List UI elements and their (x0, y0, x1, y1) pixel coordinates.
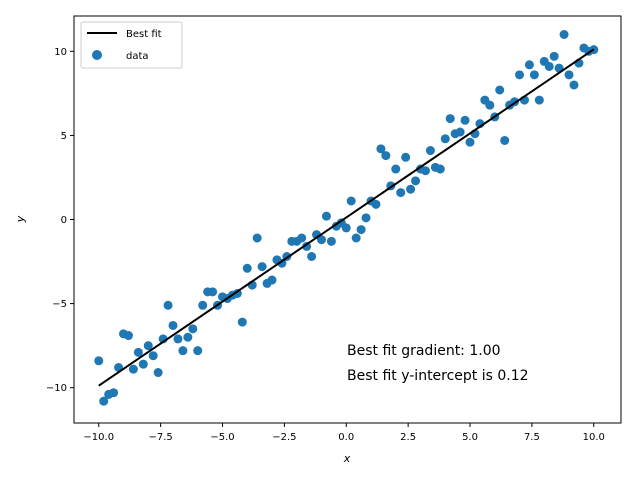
data-point (440, 134, 450, 144)
data-point (341, 223, 351, 233)
data-point (128, 364, 138, 374)
data-point (376, 144, 386, 154)
data-point (109, 388, 119, 398)
data-point (277, 258, 287, 268)
data-point (569, 80, 579, 90)
data-point (257, 262, 267, 272)
data-point (549, 51, 559, 61)
data-point (564, 70, 574, 80)
x-tick-label: 10.0 (583, 432, 605, 443)
data-point (148, 351, 158, 361)
data-point (401, 152, 411, 162)
data-point (237, 317, 247, 327)
data-point (163, 300, 173, 310)
data-point (391, 164, 401, 174)
y-tick-label: 0 (61, 215, 67, 226)
plot-area (73, 15, 622, 424)
data-point (173, 334, 183, 344)
x-tick-label: 7.5 (524, 432, 540, 443)
x-tick-label: 5.0 (462, 432, 478, 443)
data-point (515, 70, 525, 80)
data-point (94, 356, 104, 366)
data-point (495, 85, 505, 95)
data-point (534, 95, 544, 105)
data-point (183, 332, 193, 342)
data-point (252, 233, 262, 243)
x-tick-label: 2.5 (400, 432, 416, 443)
data-point (232, 289, 242, 298)
data-point (307, 252, 317, 261)
x-axis-ticks: −10.0 −7.5 −5.0 −2.5 0.0 2.5 5.0 7.5 10.0 (83, 423, 605, 443)
data-point (381, 151, 391, 161)
data-point (351, 233, 361, 243)
data-point (178, 346, 188, 356)
data-point (188, 324, 198, 334)
data-point (524, 60, 534, 70)
x-tick-label: −7.5 (148, 432, 172, 443)
data-point (559, 30, 569, 39)
data-point (193, 346, 203, 356)
data-point (425, 146, 435, 156)
data-point (208, 287, 218, 297)
data-point (356, 225, 366, 235)
legend-label-best-fit: Best fit (126, 29, 162, 40)
data-point (153, 368, 163, 378)
data-point (406, 184, 416, 194)
data-point (297, 233, 307, 243)
data-point (460, 115, 470, 125)
legend-label-data: data (126, 51, 149, 62)
data-point (396, 188, 406, 198)
best-fit-line (98, 48, 595, 387)
y-axis-ticks: −10 −5 0 5 10 (46, 47, 74, 394)
data-point (445, 114, 455, 124)
y-axis-label: y (14, 215, 27, 223)
data-point (529, 70, 539, 80)
x-tick-label: −2.5 (272, 432, 296, 443)
y-tick-label: 5 (61, 131, 67, 142)
data-point (361, 213, 371, 223)
data-point (168, 320, 178, 330)
data-point (371, 199, 381, 209)
x-axis-label: x (343, 452, 351, 465)
data-point (485, 100, 495, 110)
y-tick-label: 10 (54, 47, 67, 58)
data-point (455, 127, 465, 137)
legend: Best fit data (80, 21, 183, 69)
data-point (123, 331, 133, 341)
data-point (317, 235, 327, 245)
data-point (411, 176, 421, 186)
x-tick-label: −10.0 (83, 432, 114, 443)
data-point (267, 275, 277, 285)
y-tick-label: −10 (46, 383, 67, 394)
x-tick-label: −5.0 (210, 432, 234, 443)
data-point (302, 241, 312, 251)
data-point (198, 300, 208, 310)
data-point (544, 61, 554, 71)
data-point (326, 236, 336, 246)
data-point (420, 166, 430, 176)
y-tick-label: −5 (52, 299, 67, 310)
data-point (346, 196, 356, 206)
legend-marker-swatch (92, 50, 102, 60)
data-point (435, 164, 445, 174)
data-point (242, 263, 252, 273)
data-point (500, 135, 510, 145)
data-point (99, 396, 109, 406)
data-point (465, 137, 475, 147)
data-point (133, 347, 143, 357)
data-point (143, 341, 153, 351)
annotation-intercept: Best fit y-intercept is 0.12 (347, 368, 529, 384)
data-point (138, 359, 148, 369)
data-point (321, 211, 331, 221)
x-tick-label: 0.0 (338, 432, 354, 443)
annotation-gradient: Best fit gradient: 1.00 (347, 343, 501, 359)
